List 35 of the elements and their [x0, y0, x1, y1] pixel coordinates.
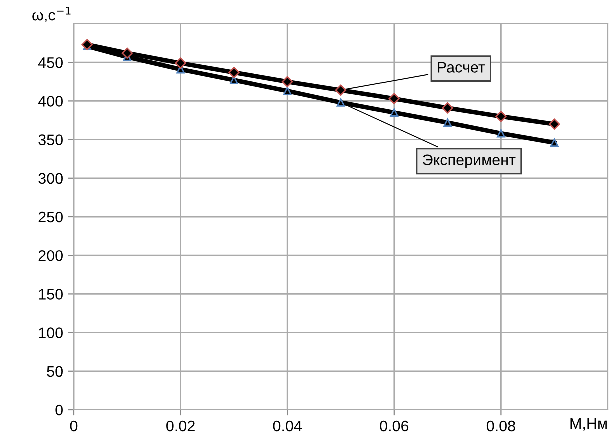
point	[282, 76, 294, 88]
y-tick-label: 250	[38, 212, 63, 223]
y-tick-label: 50	[47, 366, 63, 378]
point	[228, 67, 240, 78]
x-tick-label: 0.08	[486, 420, 516, 432]
point	[444, 118, 452, 127]
point	[283, 86, 292, 96]
y-tick-label: 400	[38, 96, 63, 107]
x-axis-title: M,Нм	[570, 418, 607, 431]
x-tick-label: 0	[70, 420, 78, 432]
point	[548, 118, 560, 130]
y-tick-label: 200	[38, 250, 63, 262]
x-tick-label: 0.02	[166, 420, 195, 432]
point	[497, 129, 506, 138]
point	[175, 58, 186, 69]
point	[496, 111, 507, 122]
point	[230, 76, 238, 85]
y-tick-label: 100	[39, 328, 63, 338]
point	[336, 98, 346, 107]
x-tick-label: 0.04	[273, 420, 302, 432]
point	[442, 102, 454, 114]
y-tick-label: 150	[39, 289, 63, 300]
y-axis-title: ω,с$^{−1}$	[32, 6, 71, 23]
point	[550, 138, 559, 148]
y-tick-label: 0	[56, 404, 63, 416]
y-tick-label: 350	[38, 134, 63, 146]
text: Расчет	[438, 62, 486, 73]
point	[122, 48, 134, 59]
point	[335, 84, 347, 96]
x-tick-label: 0.06	[380, 420, 409, 432]
y-tick-label: 300	[38, 173, 63, 184]
y-tick-label: 450	[38, 57, 63, 68]
point	[388, 93, 400, 104]
series-label: Эксперимент	[423, 154, 516, 169]
point	[390, 108, 399, 117]
